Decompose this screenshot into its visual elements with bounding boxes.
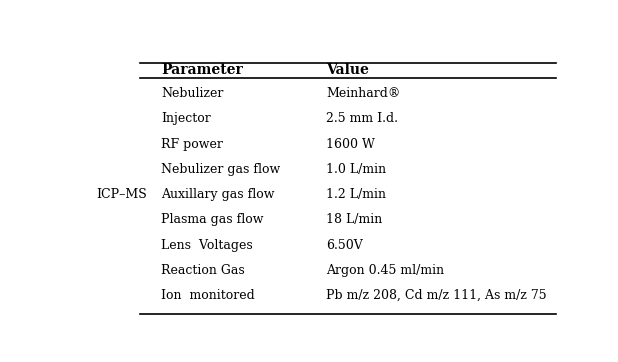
Text: Reaction Gas: Reaction Gas xyxy=(161,264,245,277)
Text: 1.0 L/min: 1.0 L/min xyxy=(326,163,386,176)
Text: 18 L/min: 18 L/min xyxy=(326,213,383,226)
Text: Nebulizer: Nebulizer xyxy=(161,87,224,100)
Text: RF power: RF power xyxy=(161,138,223,151)
Text: Ion  monitored: Ion monitored xyxy=(161,289,255,302)
Text: 6.50V: 6.50V xyxy=(326,239,363,252)
Text: Lens  Voltages: Lens Voltages xyxy=(161,239,253,252)
Text: 1.2 L/min: 1.2 L/min xyxy=(326,188,386,201)
Text: Meinhard®: Meinhard® xyxy=(326,87,400,100)
Text: ICP–MS: ICP–MS xyxy=(96,188,147,201)
Text: Value: Value xyxy=(326,63,369,77)
Text: Nebulizer gas flow: Nebulizer gas flow xyxy=(161,163,281,176)
Text: Pb m/z 208, Cd m/z 111, As m/z 75: Pb m/z 208, Cd m/z 111, As m/z 75 xyxy=(326,289,547,302)
Text: Parameter: Parameter xyxy=(161,63,243,77)
Text: Argon 0.45 ml/min: Argon 0.45 ml/min xyxy=(326,264,444,277)
Text: Plasma gas flow: Plasma gas flow xyxy=(161,213,263,226)
Text: 2.5 mm I.d.: 2.5 mm I.d. xyxy=(326,113,399,125)
Text: Injector: Injector xyxy=(161,113,211,125)
Text: 1600 W: 1600 W xyxy=(326,138,375,151)
Text: Auxillary gas flow: Auxillary gas flow xyxy=(161,188,274,201)
